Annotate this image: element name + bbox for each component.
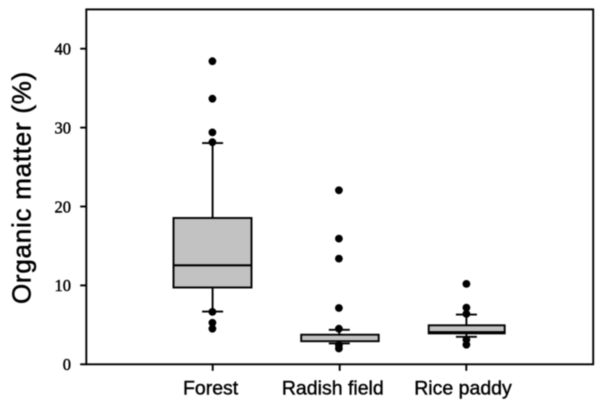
- svg-text:40: 40: [55, 40, 72, 59]
- svg-text:Forest: Forest: [183, 377, 239, 399]
- svg-text:30: 30: [55, 118, 72, 137]
- svg-text:0: 0: [63, 355, 71, 374]
- svg-text:Radish field: Radish field: [282, 377, 384, 399]
- svg-text:20: 20: [55, 197, 72, 216]
- svg-text:Organic matter (%): Organic matter (%): [7, 71, 37, 304]
- svg-text:10: 10: [55, 276, 72, 295]
- svg-text:Rice paddy: Rice paddy: [414, 377, 512, 399]
